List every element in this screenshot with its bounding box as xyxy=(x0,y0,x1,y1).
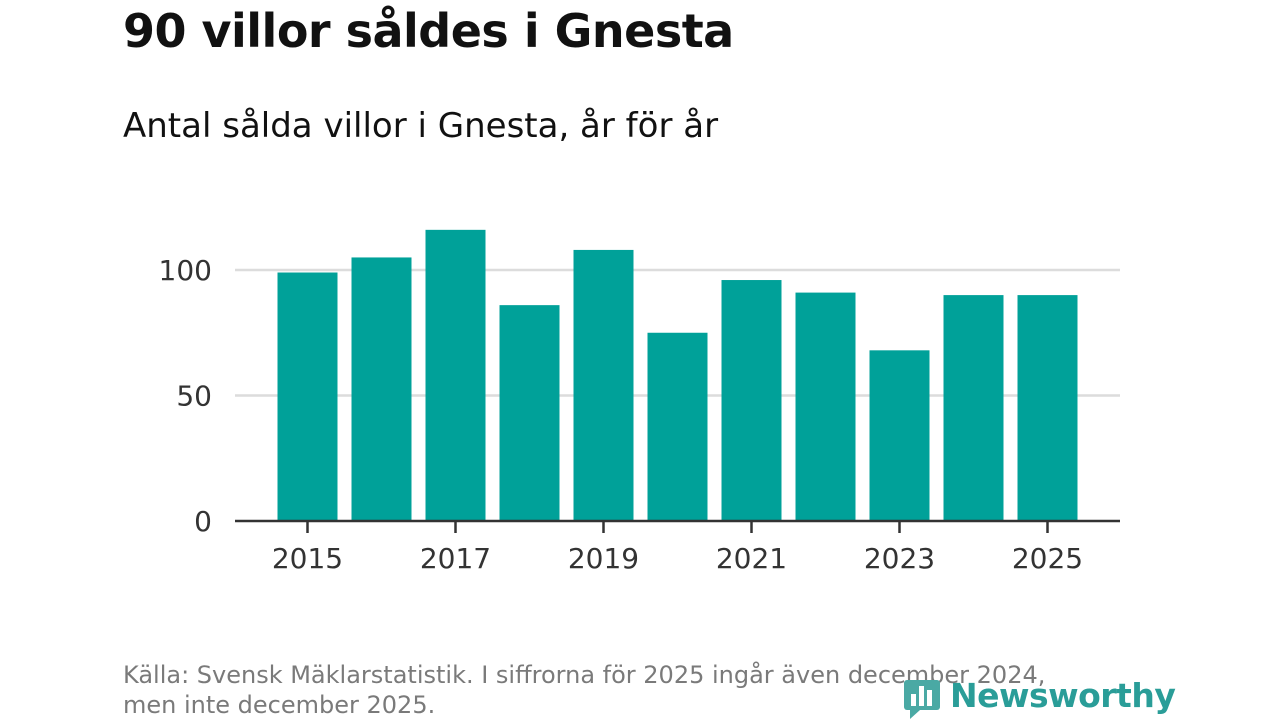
bar-2015 xyxy=(277,272,338,521)
bar-2022 xyxy=(795,292,856,521)
source-line-2: men inte december 2025. xyxy=(123,691,436,719)
bar-2023 xyxy=(869,350,930,521)
source-line-1: Källa: Svensk Mäklarstatistik. I siffror… xyxy=(123,661,1046,689)
y-tick-label-50: 50 xyxy=(176,380,212,413)
source-note: Källa: Svensk Mäklarstatistik. I siffror… xyxy=(123,660,1123,720)
bar-2019 xyxy=(573,249,634,522)
bar-2020 xyxy=(647,332,708,521)
x-tick-label-2023: 2023 xyxy=(864,542,935,575)
chart-subtitle: Antal sålda villor i Gnesta, år för år xyxy=(123,106,719,146)
bar-2025 xyxy=(1017,295,1078,521)
bars xyxy=(277,229,1078,522)
x-tick-label-2021: 2021 xyxy=(716,542,787,575)
chart-title: 90 villor såldes i Gnesta xyxy=(123,4,734,58)
x-tick-label-2025: 2025 xyxy=(1012,542,1083,575)
bar-2024 xyxy=(943,295,1004,521)
x-tick-label-2019: 2019 xyxy=(568,542,639,575)
bar-2021 xyxy=(721,280,782,521)
y-tick-label-100: 100 xyxy=(159,254,212,287)
y-tick-label-0: 0 xyxy=(194,505,212,538)
newsworthy-logo: Newsworthy xyxy=(902,672,1176,720)
logo-text: Newsworthy xyxy=(950,676,1176,715)
x-tick-label-2015: 2015 xyxy=(272,542,343,575)
bar-chart-logo-icon xyxy=(904,680,940,719)
bar-2016 xyxy=(351,257,412,521)
axes: 0 50 100 2015 2017 2019 2021 2023 2025 xyxy=(159,254,1120,575)
bar-chart: 0 50 100 2015 2017 2019 2021 2023 2025 xyxy=(159,229,1120,575)
bar-2018 xyxy=(499,305,560,521)
x-tick-label-2017: 2017 xyxy=(420,542,491,575)
bar-2017 xyxy=(425,229,486,521)
